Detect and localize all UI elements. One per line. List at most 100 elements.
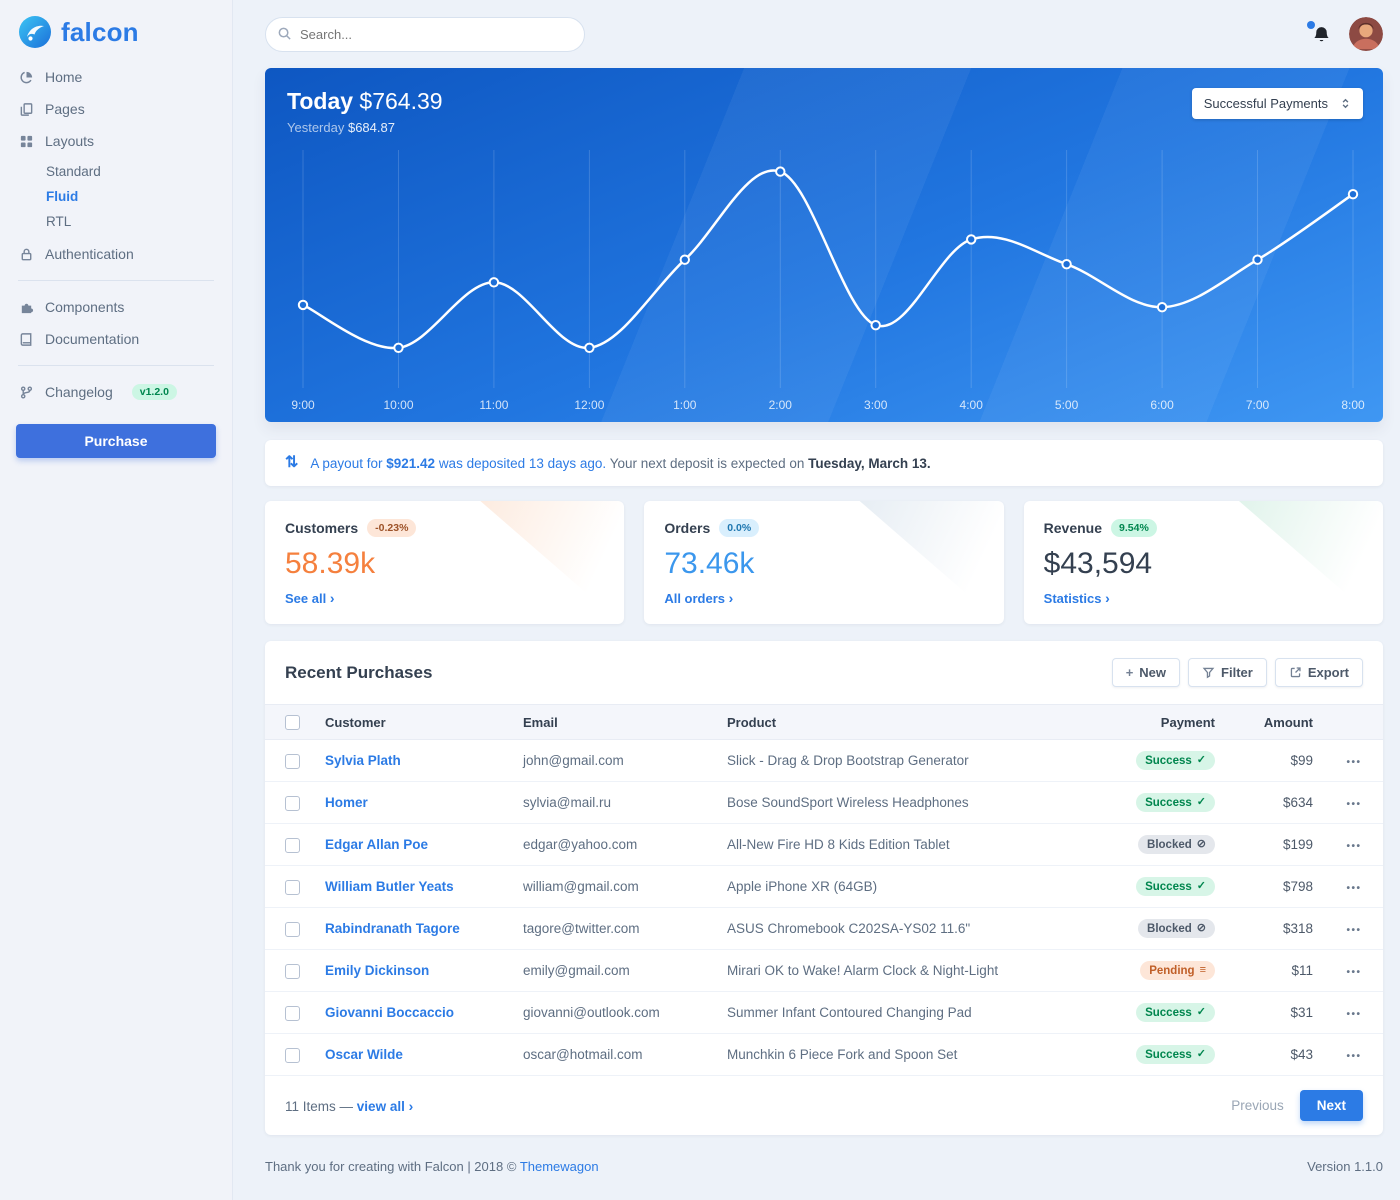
chart-subtitle: Yesterday $684.87: [287, 120, 395, 135]
product-cell: Slick - Drag & Drop Bootstrap Generator: [715, 739, 1077, 783]
row-checkbox[interactable]: [285, 1005, 300, 1021]
row-checkbox[interactable]: [285, 963, 300, 979]
page-footer: Thank you for creating with Falcon | 201…: [265, 1135, 1383, 1200]
filter-icon: [1202, 666, 1215, 679]
stat-value: 73.46k: [664, 547, 755, 580]
chart-header: Today $764.39 Yesterday $684.87: [265, 68, 1383, 135]
sidebar-item-fluid[interactable]: Fluid: [46, 189, 79, 204]
row-menu-button[interactable]: •••: [1346, 757, 1362, 769]
stat-badge: 0.0%: [719, 519, 760, 537]
new-button[interactable]: + New: [1111, 658, 1181, 687]
table-row: Edgar Allan Poe edgar@yahoo.com All-New …: [265, 823, 1383, 867]
payout-text: A payout for $921.42 was deposited 13 da…: [310, 455, 931, 471]
amount-cell: $798: [1227, 865, 1325, 909]
product-cell: Mirari OK to Wake! Alarm Clock & Night-L…: [715, 949, 1077, 993]
status-badge: Blocked ⊘: [1138, 835, 1215, 855]
row-menu-button[interactable]: •••: [1346, 799, 1362, 811]
sidebar-item-standard[interactable]: Standard: [46, 164, 101, 179]
sidebar-item-label: Components: [45, 299, 125, 315]
sidebar-item-rtl[interactable]: RTL: [46, 214, 72, 229]
product-cell: Munchkin 6 Piece Fork and Spoon Set: [715, 1033, 1077, 1077]
see-all-link[interactable]: See all ›: [285, 590, 335, 606]
export-button[interactable]: Export: [1274, 658, 1363, 687]
email-cell: edgar@yahoo.com: [511, 823, 715, 867]
svg-text:2:00: 2:00: [769, 398, 793, 412]
search-icon: [277, 26, 292, 41]
row-checkbox[interactable]: [285, 795, 300, 811]
customer-link[interactable]: William Butler Yeats: [325, 879, 454, 895]
sidebar-item-label: Changelog: [45, 384, 113, 400]
status-badge: Success ✓: [1136, 793, 1215, 813]
row-checkbox[interactable]: [285, 837, 300, 853]
status-badge: Success ✓: [1136, 751, 1215, 771]
product-cell: Apple iPhone XR (64GB): [715, 865, 1077, 909]
customer-link[interactable]: Edgar Allan Poe: [325, 837, 429, 853]
purchase-button[interactable]: Purchase: [16, 424, 216, 458]
email-cell: emily@gmail.com: [511, 949, 715, 993]
sidebar-item-documentation[interactable]: Documentation: [0, 323, 232, 355]
row-menu-button[interactable]: •••: [1346, 883, 1362, 895]
sidebar-item-authentication[interactable]: Authentication: [0, 238, 232, 270]
svg-text:7:00: 7:00: [1246, 398, 1270, 412]
svg-text:1:00: 1:00: [673, 398, 697, 412]
notifications-bell-icon[interactable]: [1307, 20, 1331, 44]
customer-link[interactable]: Emily Dickinson: [325, 963, 430, 979]
stat-title: Orders: [664, 520, 711, 536]
row-menu-button[interactable]: •••: [1346, 841, 1362, 853]
product-cell: ASUS Chromebook C202SA-YS02 11.6": [715, 907, 1077, 951]
sidebar-item-changelog[interactable]: Changelog v1.2.0: [0, 376, 232, 408]
statistics-link[interactable]: Statistics ›: [1043, 590, 1110, 606]
customer-link[interactable]: Homer: [325, 795, 368, 811]
svg-text:4:00: 4:00: [960, 398, 984, 412]
payments-chart: 9:00 10:00 11:00 12:00 1:00 2:00 3:00 4:00 5:00 6…: [265, 144, 1383, 422]
user-avatar[interactable]: [1349, 17, 1383, 51]
amount-cell: $634: [1227, 781, 1325, 825]
sidebar-divider: [18, 280, 214, 281]
select-all-checkbox[interactable]: [285, 715, 300, 731]
customers-card: Customers -0.23% 58.39k See all ›: [265, 501, 625, 624]
view-all-link[interactable]: view all ›: [356, 1097, 414, 1114]
payments-type-dropdown[interactable]: Successful Payments: [1191, 88, 1363, 119]
pie-chart-icon: [18, 70, 34, 85]
row-menu-button[interactable]: •••: [1346, 1009, 1362, 1021]
chevron-right-icon: ›: [728, 590, 734, 606]
row-checkbox[interactable]: [285, 753, 300, 769]
next-button[interactable]: Next: [1299, 1090, 1363, 1122]
row-checkbox[interactable]: [285, 879, 300, 895]
row-checkbox[interactable]: [285, 1047, 300, 1063]
check-icon: ✓: [1196, 796, 1206, 809]
row-menu-button[interactable]: •••: [1346, 925, 1362, 937]
customer-link[interactable]: Giovanni Boccaccio: [325, 1005, 455, 1021]
lock-icon: [18, 247, 34, 262]
svg-text:12:00: 12:00: [574, 398, 604, 412]
customer-link[interactable]: Sylvia Plath: [325, 753, 401, 769]
themewagon-link[interactable]: Themewagon: [519, 1159, 599, 1175]
previous-button[interactable]: Previous: [1231, 1098, 1284, 1114]
sidebar-item-layouts[interactable]: Layouts: [0, 125, 232, 157]
table-row: Homer sylvia@mail.ru Bose SoundSport Wir…: [265, 781, 1383, 825]
stat-title: Customers: [285, 520, 359, 536]
stat-badge: 9.54%: [1111, 519, 1157, 537]
row-checkbox[interactable]: [285, 921, 300, 937]
filter-button[interactable]: Filter: [1188, 658, 1267, 687]
search-input[interactable]: [265, 16, 585, 52]
table-row: Giovanni Boccaccio giovanni@outlook.com …: [265, 991, 1383, 1035]
stat-badge: -0.23%: [367, 519, 417, 537]
all-orders-link[interactable]: All orders ›: [664, 590, 734, 606]
code-branch-icon: [18, 385, 34, 400]
row-menu-button[interactable]: •••: [1346, 967, 1362, 979]
row-menu-button[interactable]: •••: [1346, 1051, 1362, 1063]
table-row: Rabindranath Tagore tagore@twitter.com A…: [265, 907, 1383, 951]
sidebar-item-label: Documentation: [45, 331, 140, 347]
customer-link[interactable]: Rabindranath Tagore: [325, 921, 460, 937]
payout-link[interactable]: A payout for $921.42 was deposited 13 da…: [310, 455, 607, 471]
product-cell: All-New Fire HD 8 Kids Edition Tablet: [715, 823, 1077, 867]
purchases-table: Customer Email Product Payment Amount Sy…: [265, 703, 1383, 1077]
customer-link[interactable]: Oscar Wilde: [325, 1047, 403, 1063]
sidebar-item-pages[interactable]: Pages: [0, 93, 232, 125]
sidebar-item-home[interactable]: Home: [0, 61, 232, 93]
sidebar-item-components[interactable]: Components: [0, 291, 232, 323]
chevron-right-icon: ›: [408, 1097, 414, 1114]
recent-purchases-card: Recent Purchases + New Filter Export Cust…: [265, 641, 1383, 1136]
falcon-logo[interactable]: falcon: [0, 0, 232, 61]
